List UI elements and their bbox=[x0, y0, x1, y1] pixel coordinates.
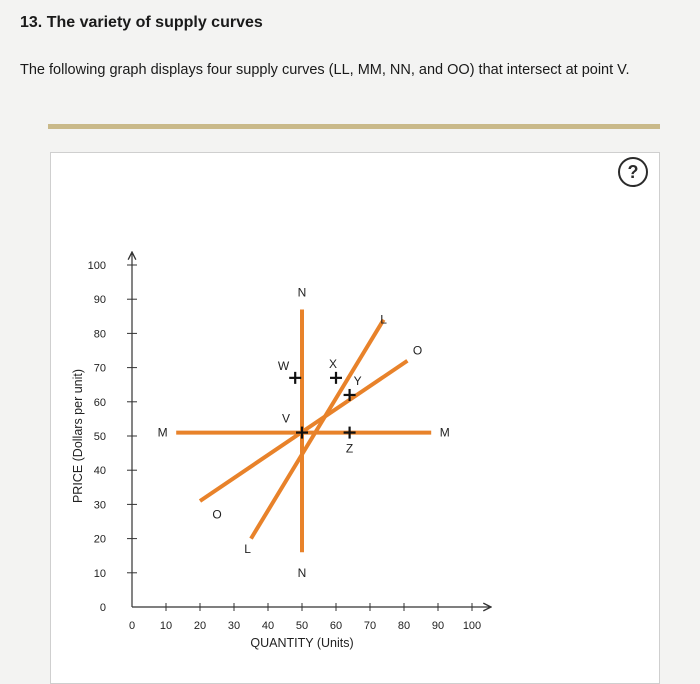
intro-text: The following graph displays four supply… bbox=[20, 62, 630, 78]
x-tick-label-0: 0 bbox=[129, 620, 135, 632]
graph-panel bbox=[50, 152, 660, 684]
help-button[interactable]: ? bbox=[618, 157, 648, 187]
supply-chart: 0 10 20 30 40 50 60 70 80 90 100 0 10 20 30 40 50 60 70 80 9… bbox=[71, 0, 700, 650]
x-tick-label-70: 70 bbox=[364, 620, 376, 632]
y-tick-label-100: 100 bbox=[88, 260, 106, 272]
curve-label-O-2: O bbox=[413, 344, 422, 358]
x-tick-label-30: 30 bbox=[228, 620, 240, 632]
curve-label-L-2: L bbox=[380, 313, 387, 327]
point-label-X: X bbox=[329, 357, 337, 371]
y-axis-title: PRICE (Dollars per unit) bbox=[71, 369, 85, 503]
y-tick-label-80: 80 bbox=[94, 328, 106, 340]
page-title: 13. The variety of supply curves bbox=[20, 14, 263, 31]
x-tick-label-40: 40 bbox=[262, 620, 274, 632]
x-tick-label-60: 60 bbox=[330, 620, 342, 632]
x-tick-label-80: 80 bbox=[398, 620, 410, 632]
curve-label-M-2: M bbox=[440, 426, 450, 440]
point-label-Y: Y bbox=[354, 374, 362, 388]
y-tick-label-90: 90 bbox=[94, 294, 106, 306]
curve-label-N-1: N bbox=[298, 566, 307, 580]
y-tick-label-30: 30 bbox=[94, 499, 106, 511]
point-label-Z: Z bbox=[346, 442, 353, 456]
x-tick-label-50: 50 bbox=[296, 620, 308, 632]
x-tick-label-20: 20 bbox=[194, 620, 206, 632]
curve-label-O-1: O bbox=[212, 508, 221, 522]
y-tick-label-60: 60 bbox=[94, 397, 106, 409]
divider bbox=[48, 124, 660, 129]
x-tick-label-10: 10 bbox=[160, 620, 172, 632]
curve-label-L-1: L bbox=[244, 542, 251, 556]
curve-O bbox=[198, 359, 409, 503]
point-label-W: W bbox=[278, 359, 290, 373]
y-tick-label-70: 70 bbox=[94, 363, 106, 375]
x-tick-label-100: 100 bbox=[463, 620, 481, 632]
x-axis-title: QUANTITY (Units) bbox=[250, 636, 353, 650]
y-tick-label-20: 20 bbox=[94, 534, 106, 546]
curve-label-M-1: M bbox=[158, 426, 168, 440]
y-tick-label-50: 50 bbox=[94, 431, 106, 443]
y-tick-label-40: 40 bbox=[94, 465, 106, 477]
x-tick-label-90: 90 bbox=[432, 620, 444, 632]
y-tick-label-0: 0 bbox=[100, 602, 106, 614]
curve-label-N-2: N bbox=[298, 285, 307, 299]
y-tick-label-10: 10 bbox=[94, 568, 106, 580]
curve-L bbox=[249, 318, 386, 540]
point-label-V: V bbox=[282, 412, 290, 426]
